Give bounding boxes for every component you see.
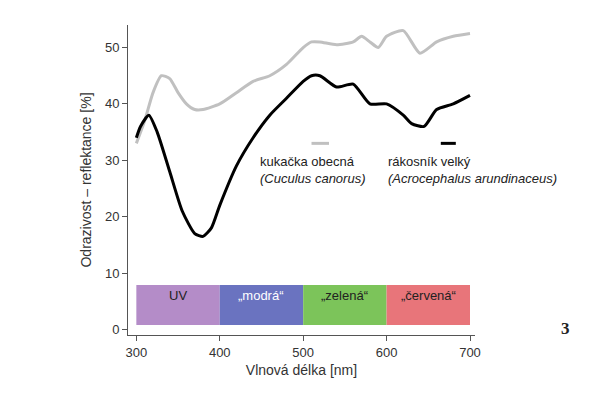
- svg-text:10: 10: [105, 266, 119, 281]
- svg-text:kukačka obecná(Cuculus canorus: kukačka obecná(Cuculus canorus): [260, 154, 366, 186]
- svg-text:40: 40: [105, 96, 119, 111]
- svg-text:rákosník velký(Acrocephalus ar: rákosník velký(Acrocephalus arundinaceus…: [388, 154, 557, 186]
- svg-text:500: 500: [292, 345, 314, 360]
- svg-text:UV: UV: [169, 288, 187, 303]
- svg-text:„modrá“: „modrá“: [238, 288, 284, 303]
- svg-text:Vlnová délka [nm]: Vlnová délka [nm]: [246, 362, 357, 378]
- svg-text:50: 50: [105, 40, 119, 55]
- svg-text:0: 0: [112, 322, 119, 337]
- svg-text:Odrazivost – reflektance [%]: Odrazivost – reflektance [%]: [78, 92, 94, 267]
- svg-text:20: 20: [105, 209, 119, 224]
- svg-text:400: 400: [209, 345, 231, 360]
- svg-text:3: 3: [561, 319, 570, 338]
- svg-text:„červená“: „červená“: [401, 288, 456, 303]
- svg-text:300: 300: [125, 345, 147, 360]
- svg-text:700: 700: [459, 345, 481, 360]
- svg-text:600: 600: [376, 345, 398, 360]
- svg-text:30: 30: [105, 153, 119, 168]
- svg-text:„zelená“: „zelená“: [321, 288, 368, 303]
